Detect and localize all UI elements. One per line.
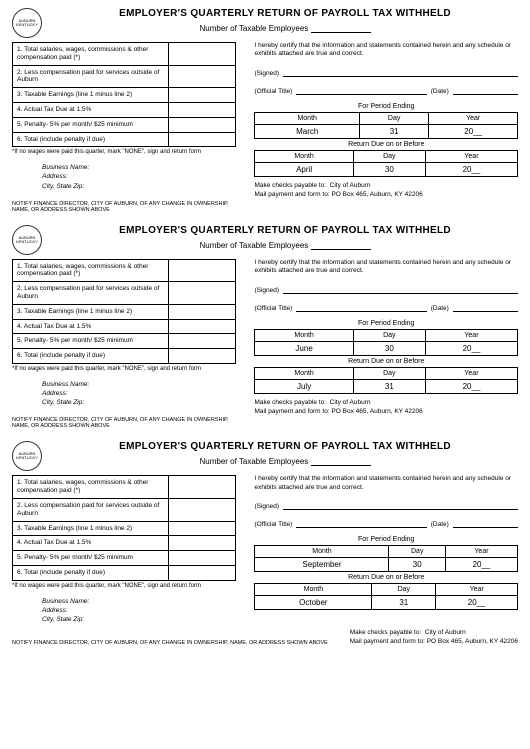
signature-row: (Signed) bbox=[254, 284, 518, 294]
employee-count-label: Number of Taxable Employees bbox=[52, 23, 518, 33]
period-ending-caption: For Period Ending bbox=[254, 536, 518, 543]
row-label: 4. Actual Tax Due at 1.5% bbox=[13, 102, 169, 117]
business-info-block: Business Name: Address: City, State Zip: bbox=[42, 597, 236, 624]
form-title: EMPLOYER'S QUARTERLY RETURN OF PAYROLL T… bbox=[52, 8, 518, 19]
calculation-table: 1. Total salaries, wages, commissions & … bbox=[12, 475, 236, 580]
notify-text: NOTIFY FINANCE DIRECTOR, CITY OF AUBURN,… bbox=[12, 417, 236, 429]
row-label: 1. Total salaries, wages, commissions & … bbox=[13, 476, 169, 499]
city-seal-icon: AUBURN KENTUCKY bbox=[12, 225, 42, 255]
row-value[interactable] bbox=[169, 498, 236, 521]
row-value[interactable] bbox=[169, 349, 236, 364]
row-label: 6. Total (include penalty if due) bbox=[13, 349, 169, 364]
form-section-1: AUBURN KENTUCKY EMPLOYER'S QUARTERLY RET… bbox=[12, 8, 518, 213]
official-title-field[interactable] bbox=[296, 518, 426, 528]
no-wages-note: *If no wages were paid this quarter, mar… bbox=[12, 583, 236, 589]
return-due-table: MonthDayYear April3020__ bbox=[254, 150, 518, 177]
row-value[interactable] bbox=[169, 43, 236, 66]
form-title: EMPLOYER'S QUARTERLY RETURN OF PAYROLL T… bbox=[52, 225, 518, 236]
no-wages-note: *If no wages were paid this quarter, mar… bbox=[12, 149, 236, 155]
signature-row: (Signed) bbox=[254, 67, 518, 77]
row-value[interactable] bbox=[169, 65, 236, 88]
title-date-row: (Official Title) (Date) bbox=[254, 85, 518, 95]
employee-count-label: Number of Taxable Employees bbox=[52, 240, 518, 250]
row-value[interactable] bbox=[169, 565, 236, 580]
signature-field[interactable] bbox=[283, 500, 518, 510]
return-due-table: MonthDayYear July3120__ bbox=[254, 367, 518, 394]
period-ending-table: MonthDayYear March3120__ bbox=[254, 112, 518, 139]
date-field[interactable] bbox=[453, 518, 518, 528]
period-ending-caption: For Period Ending bbox=[254, 103, 518, 110]
row-value[interactable] bbox=[169, 117, 236, 132]
row-label: 1. Total salaries, wages, commissions & … bbox=[13, 43, 169, 66]
employee-count-field[interactable] bbox=[311, 240, 371, 250]
row-value[interactable] bbox=[169, 102, 236, 117]
city-seal-icon: AUBURN KENTUCKY bbox=[12, 8, 42, 38]
return-due-caption: Return Due on or Before bbox=[254, 574, 518, 581]
row-label: 4. Actual Tax Due at 1.5% bbox=[13, 319, 169, 334]
date-field[interactable] bbox=[453, 85, 518, 95]
period-ending-caption: For Period Ending bbox=[254, 320, 518, 327]
row-value[interactable] bbox=[169, 282, 236, 305]
business-info-block: Business Name: Address: City, State Zip: bbox=[42, 380, 236, 407]
certification-text: I hereby certify that the information an… bbox=[254, 42, 518, 59]
row-value[interactable] bbox=[169, 132, 236, 147]
row-value[interactable] bbox=[169, 319, 236, 334]
row-value[interactable] bbox=[169, 88, 236, 103]
signature-row: (Signed) bbox=[254, 500, 518, 510]
row-label: 5. Penalty- 5% per month/ $25 minimum bbox=[13, 551, 169, 566]
employee-count-label: Number of Taxable Employees bbox=[52, 456, 518, 466]
row-label: 3. Taxable Earnings (line 1 minus line 2… bbox=[13, 304, 169, 319]
signature-field[interactable] bbox=[283, 67, 518, 77]
period-ending-table: MonthDayYear September3020__ bbox=[254, 545, 518, 572]
no-wages-note: *If no wages were paid this quarter, mar… bbox=[12, 366, 236, 372]
row-label: 3. Taxable Earnings (line 1 minus line 2… bbox=[13, 88, 169, 103]
notify-text: NOTIFY FINANCE DIRECTOR, CITY OF AUBURN,… bbox=[12, 640, 328, 646]
row-label: 4. Actual Tax Due at 1.5% bbox=[13, 536, 169, 551]
calculation-table: 1. Total salaries, wages, commissions & … bbox=[12, 42, 236, 147]
notify-text: NOTIFY FINANCE DIRECTOR, CITY OF AUBURN,… bbox=[12, 201, 236, 213]
row-label: 3. Taxable Earnings (line 1 minus line 2… bbox=[13, 521, 169, 536]
row-value[interactable] bbox=[169, 334, 236, 349]
title-date-row: (Official Title) (Date) bbox=[254, 302, 518, 312]
official-title-field[interactable] bbox=[296, 302, 426, 312]
row-value[interactable] bbox=[169, 551, 236, 566]
row-label: 5. Penalty- 5% per month/ $25 minimum bbox=[13, 334, 169, 349]
return-due-table: MonthDayYear October3120__ bbox=[254, 583, 518, 610]
return-due-caption: Return Due on or Before bbox=[254, 358, 518, 365]
date-field[interactable] bbox=[453, 302, 518, 312]
return-due-caption: Return Due on or Before bbox=[254, 141, 518, 148]
row-label: 2. Less compensation paid for services o… bbox=[13, 65, 169, 88]
payable-info: Make checks payable to: City of Auburn M… bbox=[350, 628, 518, 646]
row-label: 6. Total (include penalty if due) bbox=[13, 132, 169, 147]
signature-field[interactable] bbox=[283, 284, 518, 294]
form-title: EMPLOYER'S QUARTERLY RETURN OF PAYROLL T… bbox=[52, 441, 518, 452]
official-title-field[interactable] bbox=[296, 85, 426, 95]
title-date-row: (Official Title) (Date) bbox=[254, 518, 518, 528]
certification-text: I hereby certify that the information an… bbox=[254, 259, 518, 276]
business-info-block: Business Name: Address: City, State Zip: bbox=[42, 163, 236, 190]
city-seal-icon: AUBURN KENTUCKY bbox=[12, 441, 42, 471]
employee-count-field[interactable] bbox=[311, 23, 371, 33]
row-value[interactable] bbox=[169, 259, 236, 282]
employee-count-field[interactable] bbox=[311, 456, 371, 466]
row-label: 2. Less compensation paid for services o… bbox=[13, 282, 169, 305]
form-section-3: AUBURN KENTUCKY EMPLOYER'S QUARTERLY RET… bbox=[12, 441, 518, 646]
row-value[interactable] bbox=[169, 304, 236, 319]
period-ending-table: MonthDayYear June3020__ bbox=[254, 329, 518, 356]
calculation-table: 1. Total salaries, wages, commissions & … bbox=[12, 259, 236, 364]
row-label: 1. Total salaries, wages, commissions & … bbox=[13, 259, 169, 282]
form-section-2: AUBURN KENTUCKY EMPLOYER'S QUARTERLY RET… bbox=[12, 225, 518, 430]
row-value[interactable] bbox=[169, 521, 236, 536]
row-value[interactable] bbox=[169, 536, 236, 551]
certification-text: I hereby certify that the information an… bbox=[254, 475, 518, 492]
row-label: 5. Penalty- 5% per month/ $25 minimum bbox=[13, 117, 169, 132]
row-value[interactable] bbox=[169, 476, 236, 499]
row-label: 2. Less compensation paid for services o… bbox=[13, 498, 169, 521]
row-label: 6. Total (include penalty if due) bbox=[13, 565, 169, 580]
payable-info: Make checks payable to: City of Auburn M… bbox=[254, 398, 518, 416]
payable-info: Make checks payable to: City of Auburn M… bbox=[254, 181, 518, 199]
